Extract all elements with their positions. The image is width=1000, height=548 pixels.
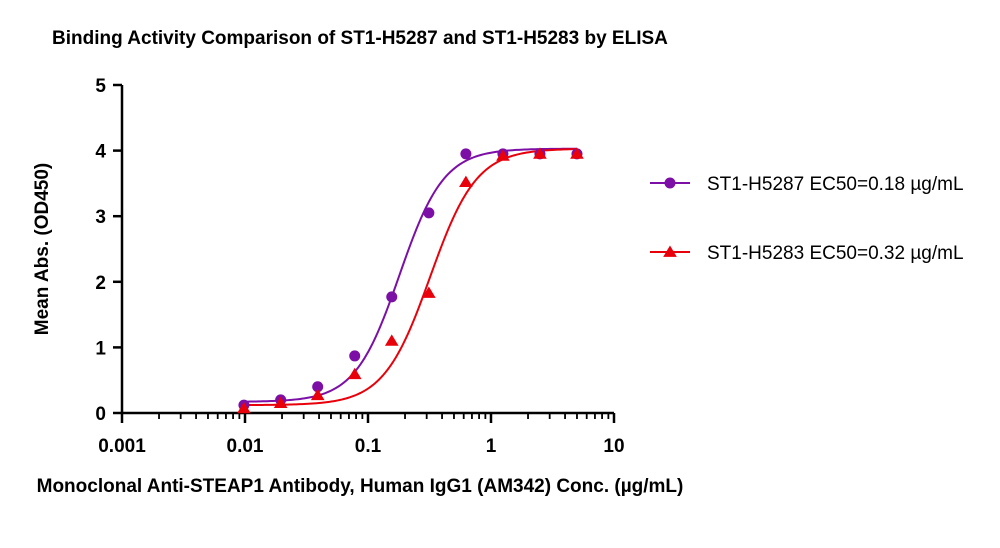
x-tick-label: 1 (486, 436, 497, 457)
chart-title: Binding Activity Comparison of ST1-H5287… (52, 28, 668, 49)
legend: ST1-H5287 EC50=0.18 µg/mL ST1-H5283 EC50=… (650, 174, 964, 264)
fit-curve (243, 148, 577, 407)
x-tick-label: 0.01 (227, 436, 264, 457)
legend-marker (663, 245, 677, 257)
legend-marker (664, 177, 676, 189)
data-point (496, 149, 510, 161)
data-point (347, 367, 362, 380)
data-point (310, 388, 325, 401)
x-tick-label: 0.001 (98, 436, 146, 457)
fit-curve (243, 147, 577, 403)
y-axis-label: Mean Abs. (OD450) (32, 163, 53, 335)
x-tick-label: 0.1 (355, 436, 382, 457)
x-axis-label: Monoclonal Anti-STEAP1 Antibody, Human I… (37, 476, 684, 497)
data-point (349, 350, 361, 362)
x-tick-label: 10 (603, 436, 624, 457)
fit-curves (243, 147, 577, 407)
data-point (273, 396, 288, 409)
y-tick-label: 2 (95, 273, 106, 294)
data-point (570, 147, 584, 159)
data-point (386, 291, 398, 303)
y-tick-label: 1 (95, 338, 106, 359)
data-point (312, 381, 324, 393)
data-points (237, 147, 584, 414)
data-point (533, 147, 547, 159)
legend-entry: ST1-H5287 EC50=0.18 µg/mL (707, 174, 964, 195)
data-point (459, 175, 473, 187)
data-point (384, 334, 399, 346)
data-point (423, 207, 435, 219)
y-tick-label: 5 (95, 76, 106, 97)
y-tick-label: 4 (95, 142, 106, 163)
legend-entry: ST1-H5283 EC50=0.32 µg/mL (707, 243, 964, 264)
data-point (237, 401, 251, 414)
y-tick-label: 3 (95, 207, 106, 228)
data-point (460, 148, 472, 160)
data-point (422, 286, 436, 298)
axes: 0 1 2 3 4 5 0.001 0.01 0.1 1 10 (95, 76, 624, 457)
y-tick-label: 0 (95, 404, 106, 425)
